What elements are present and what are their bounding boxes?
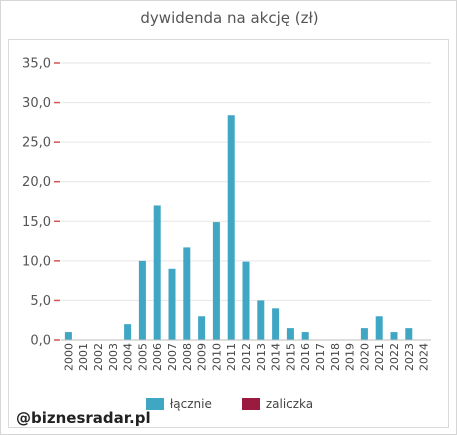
- x-tick-label: 2004: [122, 343, 135, 371]
- bar-lacznie: [257, 300, 265, 340]
- y-tick-label: 0,0: [30, 334, 51, 349]
- x-tick-label: 2024: [418, 343, 431, 371]
- legend-item-lacznie[interactable]: łącznie: [145, 397, 212, 411]
- legend-swatch-lacznie: [145, 398, 164, 410]
- x-tick-label: 2000: [62, 343, 75, 371]
- y-tick-label: 25,0: [22, 136, 51, 151]
- x-tick-label: 2018: [329, 343, 342, 371]
- y-tick-label: 15,0: [22, 215, 51, 230]
- bar-lacznie: [227, 115, 235, 340]
- chart-title: dywidenda na akcję (zł): [140, 9, 319, 27]
- x-tick-label: 2001: [77, 343, 90, 371]
- bar-lacznie: [375, 316, 383, 340]
- bar-lacznie: [286, 328, 294, 340]
- x-tick-label: 2014: [270, 343, 283, 371]
- bar-lacznie: [360, 328, 368, 340]
- bar-lacznie: [405, 328, 413, 340]
- x-tick-label: 2006: [151, 343, 164, 371]
- x-tick-label: 2017: [314, 343, 327, 371]
- legend-label-zaliczka: zaliczka: [265, 397, 314, 411]
- x-tick-label: 2011: [225, 343, 238, 371]
- legend-label-lacznie: łącznie: [169, 397, 212, 411]
- bar-lacznie: [390, 332, 398, 340]
- x-tick-label: 2021: [373, 343, 386, 371]
- bar-lacznie: [212, 222, 220, 340]
- legend-swatch-zaliczka: [241, 398, 260, 410]
- bar-lacznie: [153, 205, 161, 340]
- legend: łącznie zaliczka: [1, 397, 457, 411]
- x-tick-label: 2005: [136, 343, 149, 371]
- x-tick-label: 2015: [284, 343, 297, 371]
- x-tick-label: 2016: [299, 343, 312, 371]
- x-tick-label: 2008: [181, 343, 194, 371]
- bar-lacznie: [64, 332, 72, 340]
- x-tick-label: 2013: [255, 343, 268, 371]
- x-tick-label: 2009: [196, 343, 209, 371]
- y-tick-label: 5,0: [30, 294, 51, 309]
- bar-lacznie: [138, 260, 146, 340]
- x-tick-label: 2010: [210, 343, 223, 371]
- x-tick-label: 2007: [166, 343, 179, 371]
- y-tick-label: 20,0: [22, 175, 51, 190]
- x-tick-label: 2019: [344, 343, 357, 371]
- bar-lacznie: [183, 247, 191, 340]
- legend-item-zaliczka[interactable]: zaliczka: [241, 397, 314, 411]
- bar-lacznie: [198, 316, 206, 340]
- x-tick-label: 2023: [403, 343, 416, 371]
- bar-lacznie: [124, 324, 132, 340]
- bar-lacznie: [168, 268, 176, 340]
- y-tick-label: 35,0: [22, 57, 51, 72]
- x-tick-label: 2020: [358, 343, 371, 371]
- x-tick-label: 2012: [240, 343, 253, 371]
- x-tick-label: 2002: [92, 343, 105, 371]
- y-tick-label: 30,0: [22, 96, 51, 111]
- bar-lacznie: [272, 308, 280, 340]
- x-tick-label: 2003: [107, 343, 120, 371]
- bar-lacznie: [242, 261, 250, 340]
- watermark-logo: @biznesradar.pl: [16, 409, 151, 427]
- y-tick-label: 10,0: [22, 254, 51, 269]
- x-tick-label: 2022: [388, 343, 401, 371]
- bar-lacznie: [301, 332, 309, 340]
